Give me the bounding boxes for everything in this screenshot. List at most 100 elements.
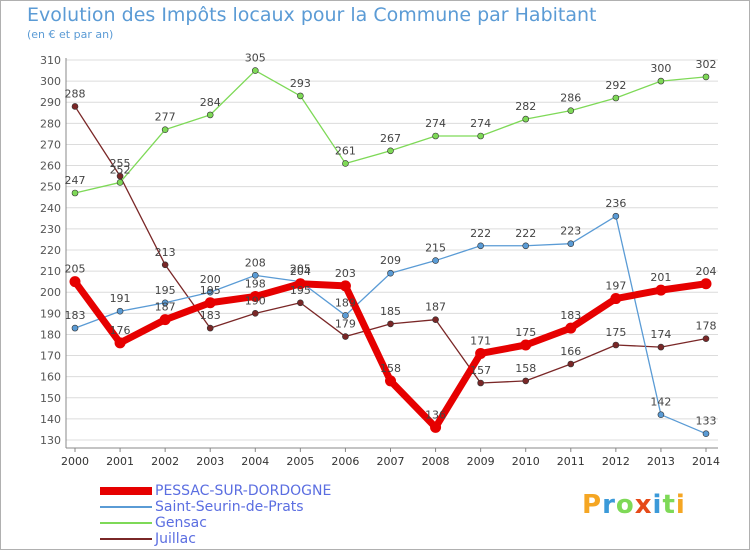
data-point (475, 347, 487, 359)
chart-title: Evolution des Impôts locaux pour la Comm… (27, 4, 597, 26)
data-point (477, 242, 484, 250)
data-label: 286 (560, 92, 581, 105)
y-tick-label: 200 (40, 286, 61, 299)
data-label: 195 (200, 284, 221, 297)
y-tick-label: 190 (40, 307, 61, 320)
data-label: 157 (470, 364, 491, 377)
data-point (702, 73, 710, 81)
y-tick-label: 160 (40, 371, 61, 384)
data-point (522, 377, 530, 385)
data-point (294, 278, 306, 290)
data-label: 197 (605, 280, 626, 293)
chart-subtitle: (en € et par an) (27, 28, 114, 41)
data-point (610, 293, 622, 305)
legend-swatch (100, 538, 152, 540)
data-label: 191 (110, 292, 131, 305)
data-point (702, 335, 710, 342)
data-label: 204 (290, 265, 311, 278)
x-tick-label: 2007 (377, 455, 405, 468)
y-tick-label: 170 (40, 350, 61, 363)
data-point (612, 341, 620, 349)
legend-swatch (100, 506, 152, 508)
legend-label: Gensac (155, 515, 207, 531)
y-tick-label: 270 (40, 138, 61, 151)
data-label: 175 (605, 326, 626, 339)
data-point (477, 132, 484, 140)
legend-label: PESSAC-SUR-DORDOGNE (155, 483, 332, 499)
data-label: 284 (200, 96, 221, 109)
data-label: 200 (200, 273, 221, 286)
data-label: 171 (470, 334, 491, 347)
data-point (161, 126, 169, 133)
proxiti-logo: Proxiti (582, 490, 686, 520)
x-tick-label: 2003 (196, 455, 224, 468)
data-label: 222 (470, 227, 491, 240)
data-label: 288 (65, 87, 86, 100)
data-label: 187 (155, 301, 176, 314)
data-point (204, 297, 216, 309)
data-point (206, 111, 214, 119)
data-label: 195 (290, 284, 311, 297)
data-point (657, 343, 665, 351)
data-label: 187 (425, 301, 446, 314)
data-label: 166 (560, 345, 581, 358)
legend-swatch (100, 522, 152, 524)
data-label: 302 (696, 58, 717, 71)
data-label: 277 (155, 111, 176, 124)
data-point (432, 316, 439, 323)
data-point (477, 379, 484, 387)
data-point (206, 324, 214, 332)
data-point (251, 310, 259, 317)
data-label: 205 (290, 263, 311, 276)
x-tick-label: 2000 (61, 455, 89, 468)
data-label: 274 (470, 117, 491, 130)
data-label: 158 (380, 362, 401, 375)
data-point (161, 261, 169, 269)
data-label: 158 (515, 362, 536, 375)
data-point (565, 322, 577, 334)
data-point (432, 132, 439, 140)
data-point (71, 189, 79, 197)
logo-letter: i (675, 490, 686, 520)
data-label: 205 (65, 263, 86, 276)
data-label: 236 (605, 197, 626, 210)
data-label: 190 (245, 294, 266, 307)
data-label: 300 (650, 62, 671, 75)
x-tick-label: 2006 (331, 455, 359, 468)
data-label: 183 (200, 309, 221, 322)
data-point (114, 337, 126, 349)
data-point (387, 320, 394, 328)
y-tick-label: 280 (40, 117, 61, 130)
data-label: 255 (110, 157, 131, 170)
x-tick-label: 2004 (241, 455, 269, 468)
y-tick-label: 150 (40, 392, 61, 405)
data-point (657, 411, 665, 418)
data-point (657, 77, 665, 85)
data-label: 208 (245, 256, 266, 269)
data-label: 183 (65, 309, 86, 322)
data-point (567, 107, 575, 114)
data-point (297, 92, 304, 100)
x-tick-label: 2008 (422, 455, 450, 468)
y-tick-label: 260 (40, 160, 61, 173)
data-point (567, 360, 575, 368)
y-tick-label: 250 (40, 181, 61, 194)
data-label: 222 (515, 227, 536, 240)
data-label: 204 (696, 265, 717, 278)
y-tick-label: 180 (40, 328, 61, 341)
data-label: 176 (110, 324, 131, 337)
data-point (342, 333, 349, 340)
logo-letter: r (602, 490, 616, 520)
data-point (385, 375, 396, 387)
y-tick-label: 130 (40, 434, 61, 447)
data-label: 175 (515, 326, 536, 339)
data-label: 185 (380, 305, 401, 318)
data-point (612, 94, 620, 102)
data-label: 195 (155, 284, 176, 297)
data-point (342, 312, 349, 319)
data-label: 174 (650, 328, 671, 341)
x-tick-label: 2002 (151, 455, 179, 468)
logo-letter: x (634, 490, 653, 520)
data-label: 183 (560, 309, 581, 322)
